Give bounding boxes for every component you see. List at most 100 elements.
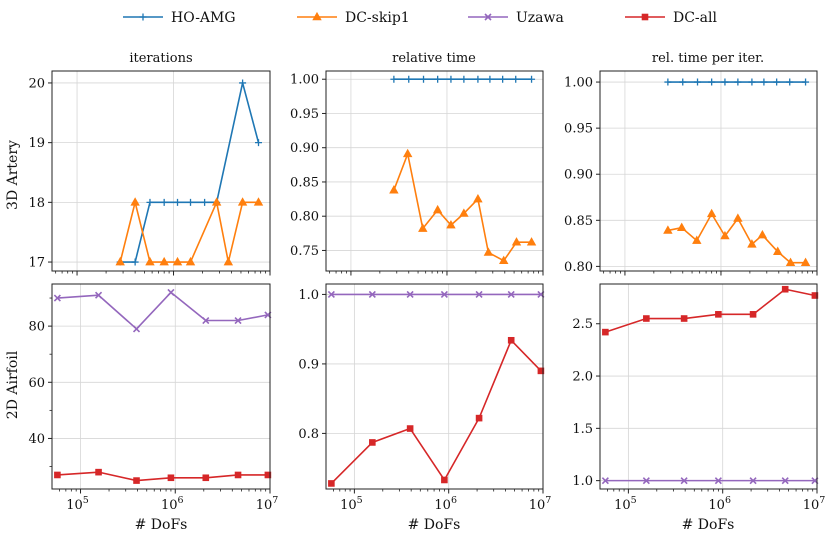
legend-marker: [484, 13, 492, 21]
y-tick-label: 0.90: [564, 168, 593, 183]
legend-item-ho-amg: HO-AMG: [123, 10, 236, 26]
series-dc-all: [602, 285, 819, 336]
data-point: [459, 208, 469, 217]
data-point: [264, 471, 272, 479]
y-tick-label: 1.0: [298, 288, 319, 303]
data-point: [781, 477, 789, 485]
data-point: [253, 197, 264, 206]
data-point: [434, 75, 442, 83]
data-point: [234, 316, 242, 325]
x-tick-label: 105: [66, 495, 89, 513]
data-point: [720, 230, 730, 240]
x-tick-label-base: 10: [529, 498, 546, 513]
series-ho-amg: [116, 79, 263, 266]
data-point: [664, 78, 672, 86]
y-tick-label: 18: [28, 196, 45, 211]
data-point: [369, 439, 376, 446]
data-point: [537, 367, 545, 375]
data-point: [773, 246, 783, 255]
data-point: [773, 78, 781, 86]
legend-marker: [641, 13, 649, 21]
legend-label: DC-all: [673, 10, 717, 26]
x-tick-label: 105: [340, 495, 363, 513]
series-line: [120, 82, 260, 263]
series-line: [119, 201, 259, 263]
x-tick-label-exponent: 6: [725, 495, 731, 506]
panel-3d-artery-3: 0.80 0.85 0.90 0.95 1.00: [564, 70, 818, 276]
data-point: [643, 315, 650, 322]
data-point: [706, 208, 717, 218]
data-point: [389, 185, 399, 194]
data-point: [642, 477, 650, 485]
data-point: [185, 256, 196, 266]
series-dc-skip1: [389, 148, 537, 265]
column-title-rel-time-per-iter: rel. time per iter.: [652, 51, 764, 66]
data-point: [474, 75, 482, 83]
data-point: [486, 75, 494, 83]
data-point: [760, 78, 768, 86]
data-point: [328, 480, 335, 487]
x-label-col3: # DoFs: [682, 517, 735, 533]
data-point: [483, 247, 494, 256]
axes-frame: [325, 70, 544, 272]
data-point: [368, 290, 376, 298]
data-point: [432, 204, 443, 214]
series-dc-all: [54, 468, 272, 484]
series-ho-amg: [664, 78, 810, 86]
data-point: [528, 75, 536, 83]
row-label-2d-airfoil: 2D Airfoil: [5, 350, 21, 419]
axes-frame: [599, 70, 818, 272]
data-point: [733, 213, 743, 222]
legend-item-dc-all: DC-all: [625, 10, 717, 26]
data-point: [811, 292, 819, 299]
y-tick-label: 2.0: [572, 370, 593, 385]
series-line: [393, 153, 532, 262]
y-tick-label: 1.00: [564, 76, 593, 91]
data-point: [786, 78, 794, 86]
data-point: [802, 78, 810, 86]
data-point: [511, 237, 522, 246]
axes-frame: [51, 283, 271, 490]
legend-label: HO-AMG: [171, 10, 236, 26]
series-line: [330, 339, 542, 485]
data-point: [160, 198, 168, 206]
data-point: [115, 256, 125, 266]
x-tick-label: 107: [803, 495, 826, 513]
x-tick-label: 106: [161, 495, 184, 513]
data-point: [512, 75, 520, 83]
data-point: [475, 290, 483, 298]
data-point: [749, 311, 757, 318]
data-point: [327, 290, 335, 298]
data-point: [54, 471, 61, 479]
data-point: [747, 239, 757, 248]
row-label-3d-artery: 3D Artery: [5, 140, 21, 210]
series-uzawa: [53, 288, 272, 333]
legend-marker: [139, 13, 147, 21]
series-dc-skip1: [115, 197, 264, 266]
x-tick-label-base: 10: [66, 498, 83, 513]
y-tick-label: 60: [28, 376, 45, 391]
column-title-relative-time: relative time: [392, 51, 476, 66]
data-point: [601, 477, 609, 485]
data-point: [406, 290, 414, 298]
column-titles: iterations relative time rel. time per i…: [129, 51, 764, 66]
data-point: [499, 255, 509, 265]
legend-label: Uzawa: [516, 10, 564, 26]
y-tick-label: 1.5: [572, 422, 593, 437]
data-point: [159, 256, 169, 266]
x-axis-labels: # DoFs # DoFs # DoFs: [135, 517, 735, 533]
data-point: [390, 75, 398, 83]
y-tick-label: 0.85: [564, 214, 593, 229]
data-point: [781, 285, 789, 293]
x-tick-label-base: 10: [161, 498, 178, 513]
x-tick-label-base: 10: [340, 498, 357, 513]
data-point: [715, 311, 722, 318]
data-point: [757, 229, 768, 239]
y-tick-label: 0.8: [298, 427, 319, 442]
x-tick-label-exponent: 6: [178, 495, 184, 506]
data-point: [167, 288, 175, 296]
data-point: [223, 256, 234, 266]
data-point: [694, 78, 702, 86]
